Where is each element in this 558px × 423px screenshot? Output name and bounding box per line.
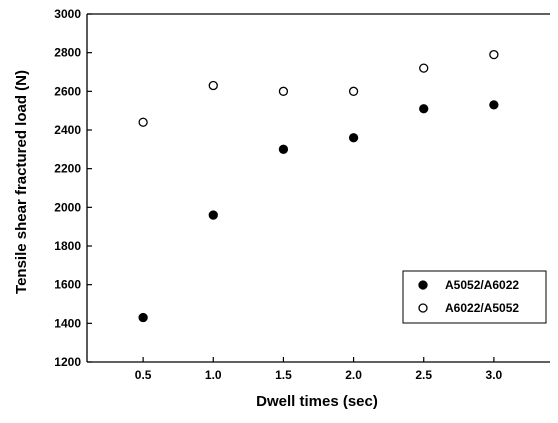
- y-tick-label: 2800: [54, 46, 81, 60]
- filled-point-series-1: [348, 133, 359, 143]
- open-point-series-2: [489, 49, 499, 60]
- y-tick-label: 2200: [54, 162, 81, 176]
- open-point-series-2: [419, 63, 429, 73]
- x-tick-label: 0.5: [135, 368, 152, 382]
- x-tick-label: 1.5: [275, 368, 292, 382]
- x-tick-label: 2.0: [345, 368, 362, 382]
- filled-point-series-1: [489, 100, 499, 110]
- legend: A5052/A6022 A6022/A5052: [402, 270, 547, 324]
- filled-point-series-1: [278, 144, 289, 154]
- open-point-series-2: [348, 86, 359, 96]
- x-axis-title: Dwell times (sec): [256, 393, 378, 410]
- y-tick-label: 2400: [54, 123, 81, 137]
- y-tick-label: 1200: [54, 355, 81, 369]
- y-tick-label: 2600: [54, 84, 81, 98]
- tick-labels: 1200 1400 1600 1800 2000 2200 2400 2600 2800 3000…: [54, 7, 502, 382]
- y-tick-label: 1400: [54, 316, 81, 330]
- y-axis-title: Tensile shear fractured load (N): [13, 70, 30, 294]
- y-tick-label: 2000: [54, 200, 81, 214]
- filled-point-series-1: [208, 210, 218, 220]
- y-tick-label: 3000: [54, 7, 81, 21]
- legend-label-series-2: A6022/A5052: [445, 301, 519, 315]
- x-tick-label: 1.0: [205, 368, 222, 382]
- legend-marker-open: [418, 303, 428, 313]
- open-point-series-2: [278, 86, 289, 96]
- axes: [86, 13, 550, 363]
- legend-marker-filled: [418, 280, 428, 290]
- filled-point-series-1: [419, 104, 429, 114]
- data-points: [138, 49, 499, 323]
- x-tick-label: 3.0: [486, 368, 503, 382]
- open-point-series-2: [208, 80, 218, 91]
- y-tick-label: 1600: [54, 278, 81, 292]
- filled-point-series-1: [138, 312, 148, 323]
- x-tick-label: 2.5: [415, 368, 432, 382]
- y-tick-label: 1800: [54, 239, 81, 253]
- legend-box: [402, 270, 547, 324]
- legend-label-series-1: A5052/A6022: [445, 278, 519, 292]
- open-point-series-2: [138, 117, 148, 127]
